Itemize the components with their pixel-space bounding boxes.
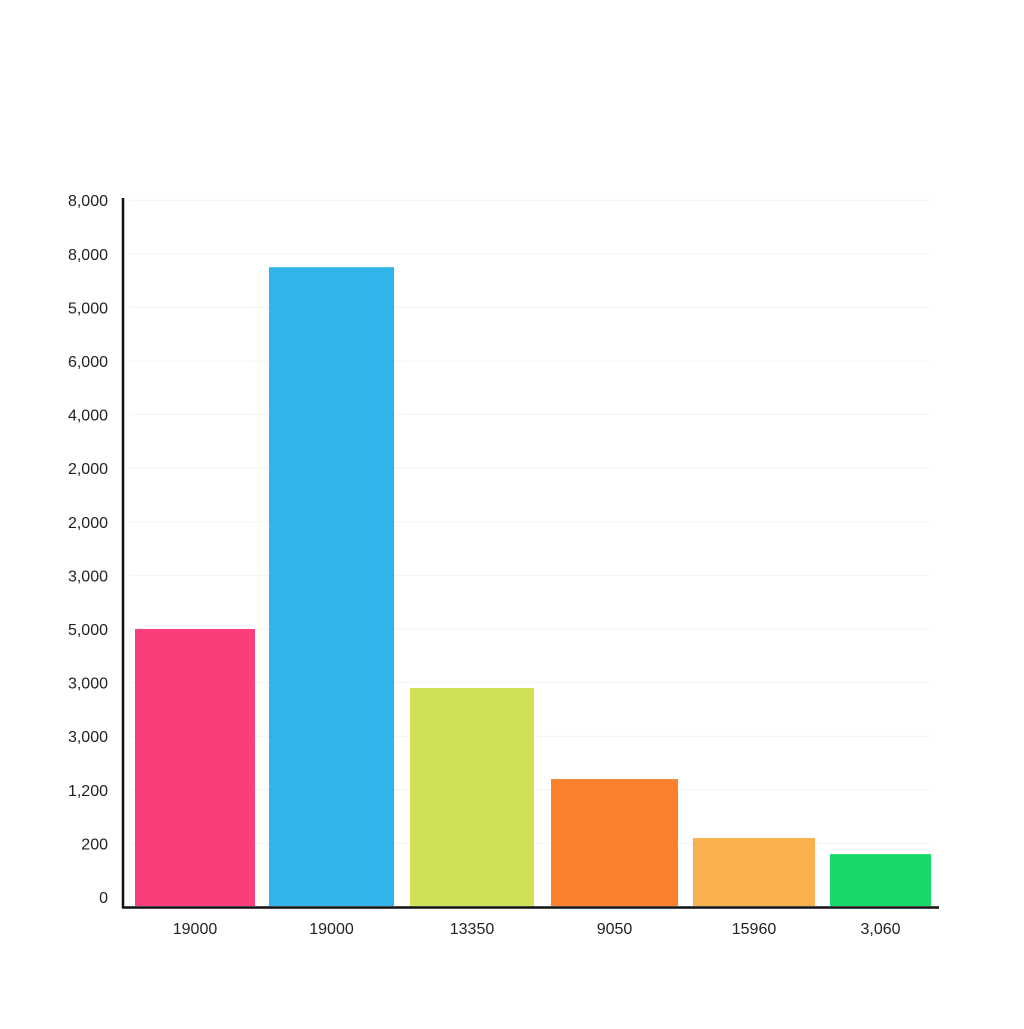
x-tick-label: 13350 [450,921,495,938]
x-tick-label: 19000 [309,921,354,938]
x-tick-label: 19000 [173,921,218,938]
y-axis-ticks: 0 200 1,200 3,000 3,000 5,000 3,000 2,000 2,000 4… [68,193,108,907]
x-tick-label: 3,060 [860,921,900,938]
y-tick-label: 2,000 [68,461,108,478]
y-tick-label: 3,000 [68,676,108,693]
bar [830,854,931,906]
x-tick-label: 15960 [732,921,777,938]
bar [410,687,534,906]
y-tick-label: 1,200 [68,783,108,800]
y-tick-label: 2,000 [68,515,108,532]
y-tick-label: 8,000 [68,193,108,210]
bar [135,629,255,906]
y-tick-label: 3,000 [68,568,108,585]
gridlines [130,199,930,844]
y-tick-label: 5,000 [68,300,108,317]
y-tick-label: 5,000 [68,622,108,639]
y-tick-label: 6,000 [68,354,108,371]
bars [135,267,931,906]
y-tick-label: 0 [99,890,108,907]
bar [551,779,678,906]
y-tick-label: 3,000 [68,729,108,746]
bar [693,838,815,906]
y-tick-label: 8,000 [68,247,108,264]
y-tick-label: 4,000 [68,408,108,425]
x-tick-label: 9050 [597,921,633,938]
x-axis-ticks: 19000 19000 13350 9050 15960 3,060 [173,921,901,938]
y-tick-label: 200 [81,836,108,853]
bar [269,267,394,906]
